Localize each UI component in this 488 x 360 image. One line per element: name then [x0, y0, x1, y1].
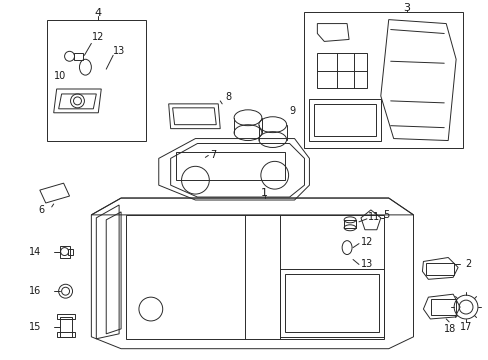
Bar [284, 274, 378, 332]
Bar [344, 220, 355, 228]
Bar [175, 152, 284, 180]
Text: 6: 6 [39, 205, 45, 215]
Text: 12: 12 [92, 32, 104, 42]
Text: 16: 16 [29, 286, 41, 296]
Bar [430, 299, 455, 315]
Text: 11: 11 [367, 212, 379, 222]
Text: 7: 7 [210, 150, 216, 161]
Text: 2: 2 [464, 260, 470, 269]
Text: 5: 5 [383, 210, 389, 220]
Text: 8: 8 [224, 92, 231, 102]
Bar [67, 249, 72, 255]
Text: 9: 9 [289, 106, 295, 116]
Text: 1: 1 [261, 188, 268, 198]
Text: 12: 12 [360, 237, 372, 247]
Bar [73, 53, 83, 60]
Text: 15: 15 [29, 322, 41, 332]
Bar [57, 332, 74, 337]
Bar [426, 264, 453, 275]
Text: 13: 13 [113, 46, 125, 56]
Bar [60, 317, 71, 337]
Bar [317, 53, 366, 88]
Bar [314, 104, 375, 136]
Text: 10: 10 [53, 71, 65, 81]
Text: 3: 3 [402, 3, 409, 13]
Bar [57, 314, 74, 319]
Text: 14: 14 [29, 247, 41, 257]
Bar [47, 19, 145, 140]
Text: 17: 17 [459, 322, 471, 332]
Bar [60, 246, 69, 257]
Bar [304, 12, 462, 148]
Bar [309, 99, 380, 140]
Text: 13: 13 [360, 260, 372, 269]
Text: 18: 18 [443, 324, 455, 334]
Text: 4: 4 [95, 8, 102, 18]
